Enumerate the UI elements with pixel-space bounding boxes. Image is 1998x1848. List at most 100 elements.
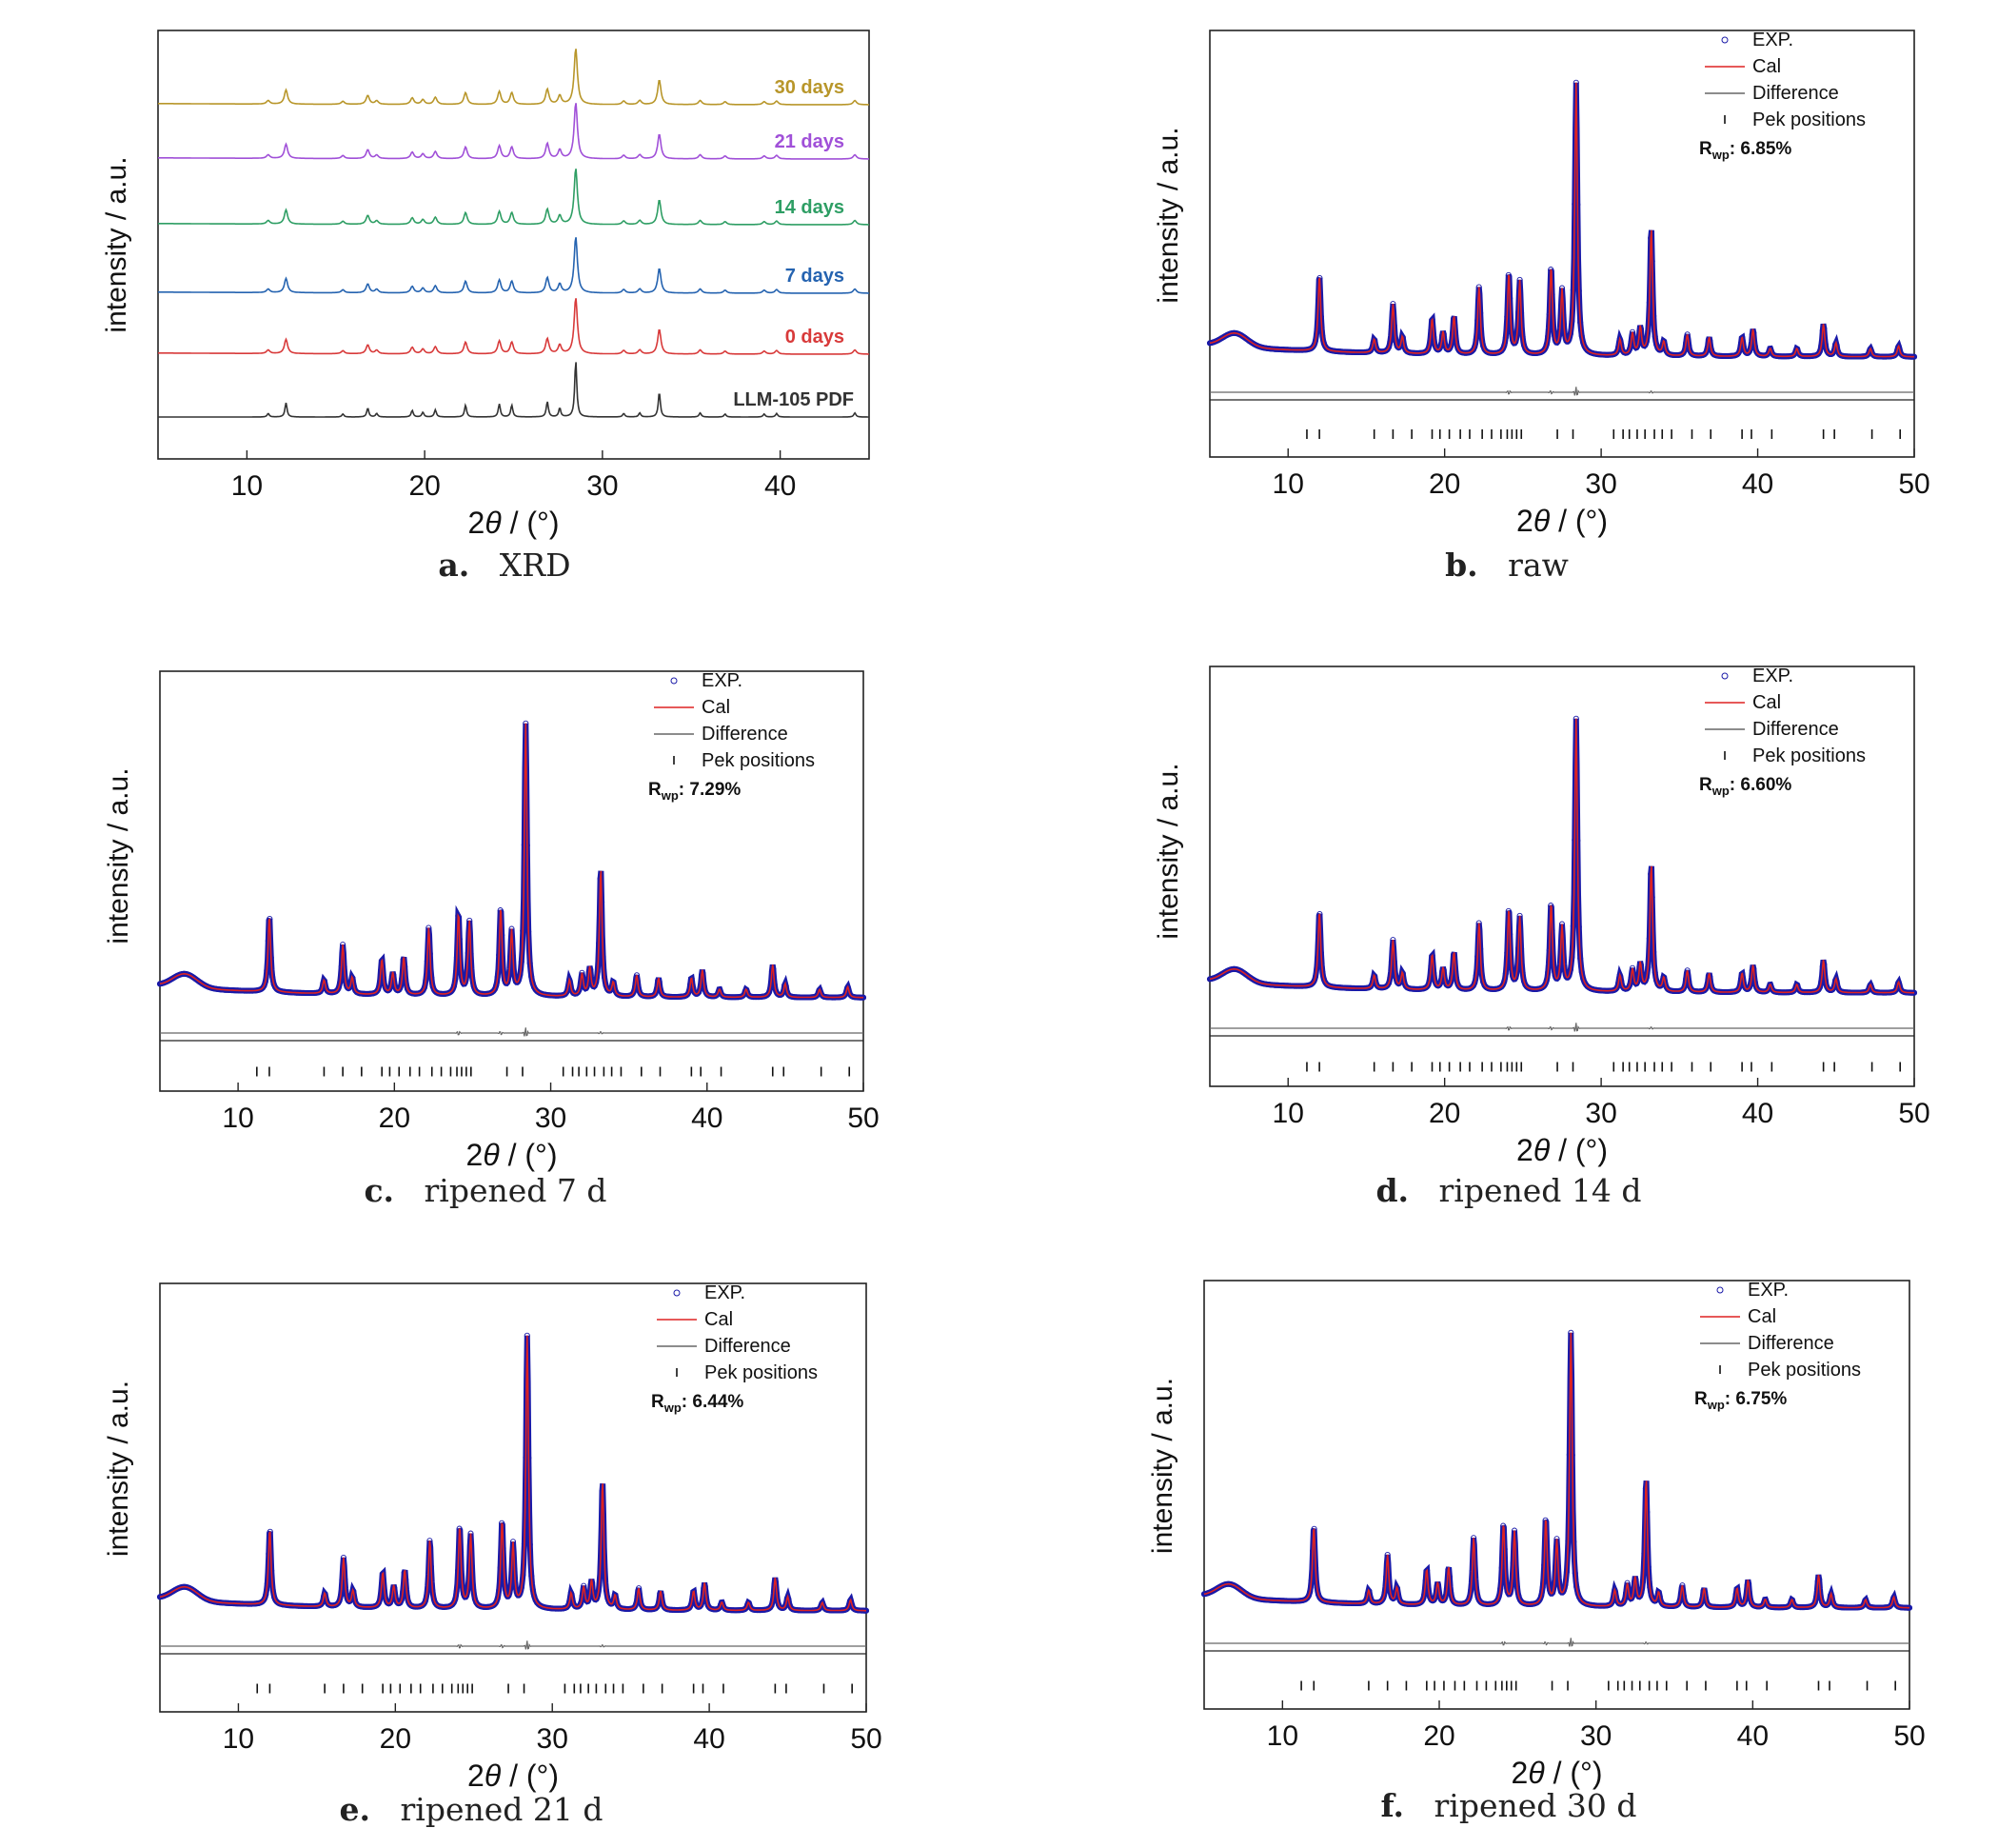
plot-frame <box>157 30 870 460</box>
exp-marker <box>421 1600 427 1607</box>
exp-marker <box>170 1587 177 1594</box>
rwp-annotation: Rwp: 6.44% <box>651 1392 743 1415</box>
exp-marker <box>583 984 589 992</box>
rwp-annotation: Rwp: 6.85% <box>1699 139 1791 162</box>
exp-marker <box>1470 983 1476 989</box>
exp-marker <box>652 1605 659 1612</box>
chart-panel-a: 10 20 30 40 2θ / (°) intensity / a.u. a. XRD LL… <box>101 30 870 584</box>
x-tick-label: 30 <box>1585 1098 1616 1129</box>
caption-text: ripened 7 d <box>425 1172 607 1209</box>
series-label: 14 days <box>775 197 844 218</box>
exp-marker <box>1499 982 1506 988</box>
exp-marker <box>1240 1588 1247 1596</box>
x-label-part: / (°) <box>1550 1133 1608 1167</box>
exp-marker <box>1680 985 1687 992</box>
exp-marker <box>1680 349 1687 356</box>
exp-marker <box>188 1585 194 1592</box>
cal-line <box>159 723 863 999</box>
exp-marker <box>1377 1599 1384 1605</box>
exp-marker <box>1246 974 1253 981</box>
exp-marker <box>693 1602 700 1609</box>
cal-line <box>1209 718 1914 994</box>
exp-marker <box>1816 348 1823 355</box>
exp-marker <box>1465 1598 1472 1604</box>
exp-marker <box>1633 980 1640 987</box>
x-label-theta: θ <box>485 1759 502 1793</box>
exp-marker <box>1742 984 1749 991</box>
exp-marker <box>1820 1600 1827 1607</box>
exp-marker <box>650 992 657 999</box>
exp-marker <box>1759 1601 1766 1608</box>
exp-marker <box>1730 1601 1736 1608</box>
exp-marker <box>1422 984 1429 991</box>
exp-marker <box>488 989 495 996</box>
legend: EXP. Cal Difference Pek positions <box>654 670 815 771</box>
exp-marker <box>1825 349 1831 356</box>
exp-marker <box>1548 1590 1554 1597</box>
plot-frame <box>159 1282 867 1713</box>
exp-marker <box>386 1600 392 1607</box>
x-label-part: / (°) <box>502 506 560 540</box>
rwp-value: : 6.44% <box>682 1392 744 1412</box>
exp-marker <box>1238 332 1246 339</box>
exp-marker <box>1380 1595 1387 1601</box>
caption-gap <box>469 546 499 584</box>
x-axis-label: 2θ / (°) <box>1512 1756 1603 1790</box>
exp-marker <box>652 990 659 997</box>
exp-marker <box>1536 1596 1543 1602</box>
exp-marker <box>1733 351 1740 358</box>
exp-marker <box>385 987 391 994</box>
exp-marker <box>631 1603 638 1610</box>
rwp-symbol: R <box>1699 775 1712 795</box>
chart-panel-b: 10 20 30 40 50 2θ / (°) intensity / a.u. b. raw… <box>1153 30 1930 584</box>
plot-frame <box>1203 1280 1910 1710</box>
exp-marker <box>332 988 339 995</box>
exp-marker <box>1791 350 1798 357</box>
exp-marker <box>1633 344 1640 351</box>
x-label-theta: θ <box>1528 1756 1545 1790</box>
exp-marker <box>841 991 848 998</box>
caption-gap <box>394 1172 424 1209</box>
exp-marker <box>1734 350 1742 357</box>
exp-marker <box>1584 347 1591 354</box>
rwp-annotation: Rwp: 6.60% <box>1699 775 1791 798</box>
panel-caption: c. ripened 7 d <box>364 1172 606 1209</box>
exp-marker <box>197 1593 205 1600</box>
peak-position-ticks <box>1306 1062 1901 1072</box>
exp-marker <box>1246 338 1253 345</box>
x-tick-label: 50 <box>1898 1098 1929 1129</box>
exp-marker <box>1498 348 1505 354</box>
x-tick-label: 30 <box>586 470 618 502</box>
y-axis-label: intensity / a.u. <box>1153 763 1184 939</box>
exp-marker <box>1863 1597 1869 1603</box>
exp-marker <box>1215 1584 1221 1591</box>
x-label-part: / (°) <box>1545 1756 1603 1790</box>
x-label-part: 2 <box>468 506 485 540</box>
exp-marker <box>169 975 176 982</box>
panel-caption: e. ripened 21 d <box>340 1791 603 1828</box>
exp-marker <box>1494 1597 1501 1603</box>
legend-label: Difference <box>704 1336 791 1357</box>
exp-marker <box>1238 968 1246 975</box>
caption-gap <box>1409 1172 1438 1209</box>
rwp-symbol: R <box>1699 139 1712 159</box>
exp-marker <box>844 1604 851 1611</box>
plot-frame <box>1209 666 1915 1087</box>
series-line <box>157 298 869 355</box>
chart-panel-d: 10 20 30 40 50 2θ / (°) intensity / a.u. d. rip… <box>1153 666 1930 1209</box>
exp-marker <box>1868 982 1874 988</box>
caption-letter: c. <box>364 1172 394 1209</box>
exp-marker <box>1232 1582 1238 1589</box>
plot-frame <box>159 670 864 1092</box>
caption-letter: e. <box>340 1791 370 1828</box>
rwp-subscript: wp <box>661 788 679 803</box>
legend-label: Pek positions <box>704 1362 818 1383</box>
x-tick-label: 40 <box>1737 1720 1769 1752</box>
series-line <box>157 103 869 160</box>
exp-marker <box>684 991 691 998</box>
rwp-value: : 6.60% <box>1730 775 1792 795</box>
exp-marker <box>1868 346 1874 352</box>
exp-marker <box>449 1601 456 1608</box>
exp-marker <box>491 985 498 993</box>
